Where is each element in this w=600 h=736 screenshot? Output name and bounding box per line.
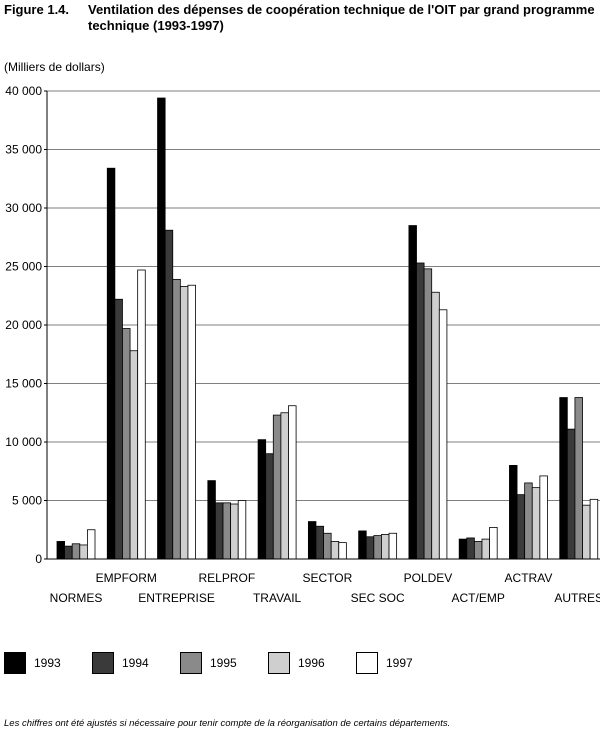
- bar-autres-1994: [566, 428, 576, 560]
- bar-entreprise-1997: [187, 284, 196, 560]
- bar-empform-1995: [122, 328, 131, 560]
- x-category-label: SECTOR: [302, 571, 352, 585]
- bar-sector-1993: [307, 521, 317, 560]
- legend-label: 1995: [210, 656, 237, 670]
- bar-actrav-1994: [516, 494, 526, 560]
- bar-entreprise-1994: [164, 229, 174, 560]
- bar-travail-1993: [257, 439, 267, 560]
- bar-actrav-1993: [509, 464, 518, 560]
- x-category-label: TRAVAIL: [253, 591, 302, 605]
- bar-poldev-1996: [431, 291, 440, 560]
- bar-empform-1994: [114, 298, 123, 560]
- bar-travail-1997: [288, 405, 297, 560]
- bar-poldev-1997: [438, 309, 448, 560]
- y-tick-label: 30 000: [5, 201, 42, 215]
- y-tick-label: 5 000: [12, 494, 42, 508]
- bar-empform-1993: [106, 167, 116, 560]
- bar-entreprise-1993: [157, 97, 166, 560]
- x-category-label: SEC SOC: [351, 591, 405, 605]
- bar-actrav-1996: [531, 487, 541, 560]
- bar-travail-1996: [280, 412, 289, 560]
- figure-number: Figure 1.4.: [4, 2, 70, 17]
- figure-title: Ventilation des dépenses de coopération …: [88, 2, 595, 33]
- bar-sector-1994: [315, 525, 324, 560]
- x-category-label: ENTREPRISE: [138, 591, 215, 605]
- bar-poldev-1995: [423, 268, 433, 560]
- bar-normes-1993: [56, 541, 65, 560]
- bar-poldev-1994: [416, 262, 425, 560]
- bar-act-emp-1994: [466, 537, 475, 560]
- bar-relprof-1995: [222, 502, 232, 560]
- x-category-label: EMPFORM: [96, 571, 157, 585]
- bar-autres-1997: [589, 498, 599, 560]
- bar-travail-1994: [265, 453, 274, 560]
- y-tick-label: 20 000: [5, 318, 42, 332]
- legend-label: 1997: [386, 656, 413, 670]
- legend-label: 1993: [34, 656, 61, 670]
- bar-sec-soc-1994: [365, 536, 375, 560]
- y-tick-label: 25 000: [5, 260, 42, 274]
- bar-poldev-1993: [408, 225, 417, 560]
- bar-act-emp-1997: [489, 527, 498, 560]
- footnote: Les chiffres ont été ajustés si nécessai…: [4, 718, 451, 729]
- x-category-label: ACTRAV: [505, 571, 553, 585]
- legend-swatch: [356, 652, 378, 674]
- bar-autres-1996: [582, 504, 591, 560]
- bar-sector-1997: [338, 542, 347, 560]
- bar-travail-1995: [272, 414, 282, 560]
- x-category-label: RELPROF: [198, 571, 255, 585]
- y-tick-label: 35 000: [5, 143, 42, 157]
- bar-relprof-1996: [230, 503, 239, 560]
- bar-sec-soc-1993: [358, 530, 367, 560]
- y-tick-label: 0: [35, 552, 42, 566]
- x-category-label: POLDEV: [404, 571, 453, 585]
- bar-relprof-1997: [237, 500, 247, 560]
- bar-autres-1993: [559, 397, 568, 560]
- bar-entreprise-1995: [172, 278, 181, 560]
- bar-sector-1995: [323, 532, 332, 560]
- bar-actrav-1997: [539, 475, 548, 560]
- bar-relprof-1993: [207, 480, 216, 560]
- bar-act-emp-1993: [458, 538, 468, 560]
- legend-swatch: [92, 652, 114, 674]
- y-tick-label: 10 000: [5, 435, 42, 449]
- bar-sec-soc-1995: [373, 535, 382, 560]
- bar-normes-1996: [79, 544, 88, 560]
- bar-normes-1997: [87, 529, 96, 560]
- x-category-label: AUTRES: [554, 591, 600, 605]
- y-tick-label: 40 000: [5, 84, 42, 98]
- bar-act-emp-1995: [473, 541, 483, 560]
- legend-swatch: [4, 652, 26, 674]
- bar-sec-soc-1997: [388, 532, 398, 560]
- x-category-label: NORMES: [50, 591, 103, 605]
- y-axis-units-label: (Milliers de dollars): [4, 60, 105, 74]
- legend: 1993 1994 1995 1996 1997: [0, 652, 600, 678]
- y-tick-label: 15 000: [5, 377, 42, 391]
- bar-normes-1994: [64, 545, 73, 560]
- bar-empform-1997: [137, 269, 146, 560]
- bar-actrav-1995: [524, 482, 533, 560]
- x-category-label: ACT/EMP: [452, 591, 505, 605]
- bar-relprof-1994: [215, 502, 224, 560]
- bar-empform-1996: [129, 350, 139, 560]
- bar-sector-1996: [330, 541, 340, 560]
- bar-entreprise-1996: [179, 285, 189, 560]
- bar-act-emp-1996: [481, 538, 490, 560]
- bar-autres-1995: [574, 397, 583, 560]
- legend-swatch: [268, 652, 290, 674]
- bar-sec-soc-1996: [381, 534, 390, 560]
- bar-normes-1995: [71, 543, 81, 560]
- legend-label: 1994: [122, 656, 149, 670]
- legend-swatch: [180, 652, 202, 674]
- bar-chart: 0 5 000 10 000 15 000 20 000 25 000 30 000 35 0…: [5, 84, 600, 605]
- legend-label: 1996: [298, 656, 325, 670]
